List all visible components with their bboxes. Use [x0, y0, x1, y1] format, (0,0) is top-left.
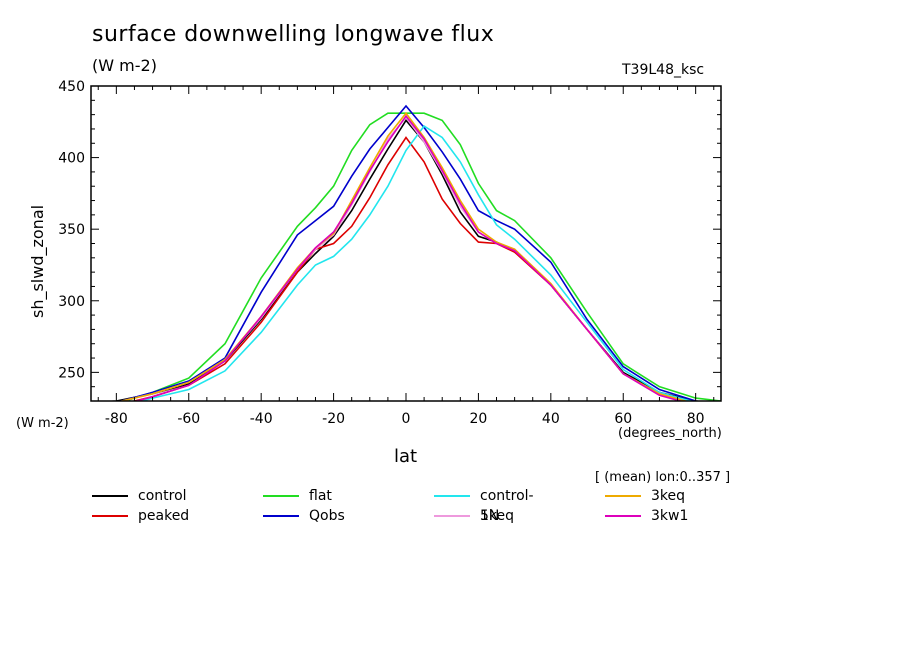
series-line-peaked	[130, 136, 689, 401]
series-line-control-5n	[139, 125, 694, 401]
chart-title: surface downwelling longwave flux	[92, 22, 495, 47]
run-label: T39L48_ksc	[622, 62, 705, 78]
legend-swatch	[92, 495, 128, 497]
series-line-3kw1	[133, 114, 684, 401]
series-line-1keq	[118, 116, 689, 401]
y-tick-label: 450	[58, 79, 85, 95]
x-tick-label: -60	[177, 411, 200, 427]
x-tick-label: 60	[614, 411, 632, 427]
legend-swatch	[263, 495, 299, 497]
legend-label: Qobs	[309, 508, 345, 524]
x-tick-label: 20	[469, 411, 487, 427]
legend-swatch	[434, 495, 470, 497]
axes-layer: 250 300 350 400 450 -80 -60 -40 -20 0 20 40 60 80	[58, 79, 721, 427]
x-tick-label: 0	[402, 411, 411, 427]
legend-label: peaked	[138, 508, 190, 524]
legend-label: flat	[309, 488, 332, 504]
x-tick-label: 40	[542, 411, 560, 427]
x-axis-units: (degrees_north)	[618, 426, 722, 441]
x-tick-label: -20	[322, 411, 345, 427]
legend-swatch	[605, 515, 641, 517]
x-tick-label: -40	[250, 411, 273, 427]
legend-label: 1keq	[480, 508, 515, 524]
legend-label: 3keq	[651, 488, 686, 504]
legend-label: control-5N	[480, 488, 534, 524]
y-tick-label: 250	[58, 365, 85, 381]
plot-frame	[90, 85, 722, 402]
legend-label: control	[138, 488, 187, 504]
series-line-qobs	[118, 104, 703, 401]
legend-swatch	[434, 515, 470, 517]
x-axis-label: lat	[394, 446, 418, 467]
averaging-note: [ (mean) lon:0..357 ]	[595, 470, 731, 485]
legend-label: 3kw1	[651, 508, 689, 524]
legend-swatch	[92, 515, 128, 517]
series-line-3keq	[118, 111, 689, 401]
series-layer	[101, 104, 721, 401]
y-tick-label: 400	[58, 151, 85, 167]
y-tick-label: 300	[58, 294, 85, 310]
series-line-control	[101, 119, 703, 401]
x-tick-label: 80	[687, 411, 705, 427]
x-tick-label: -80	[105, 411, 128, 427]
legend-swatch	[605, 495, 641, 497]
y-axis-units: (W m-2)	[16, 416, 69, 431]
y-tick-label: 350	[58, 222, 85, 238]
chart-units: (W m-2)	[92, 56, 157, 75]
series-line-flat	[122, 112, 721, 401]
legend-swatch	[263, 515, 299, 517]
